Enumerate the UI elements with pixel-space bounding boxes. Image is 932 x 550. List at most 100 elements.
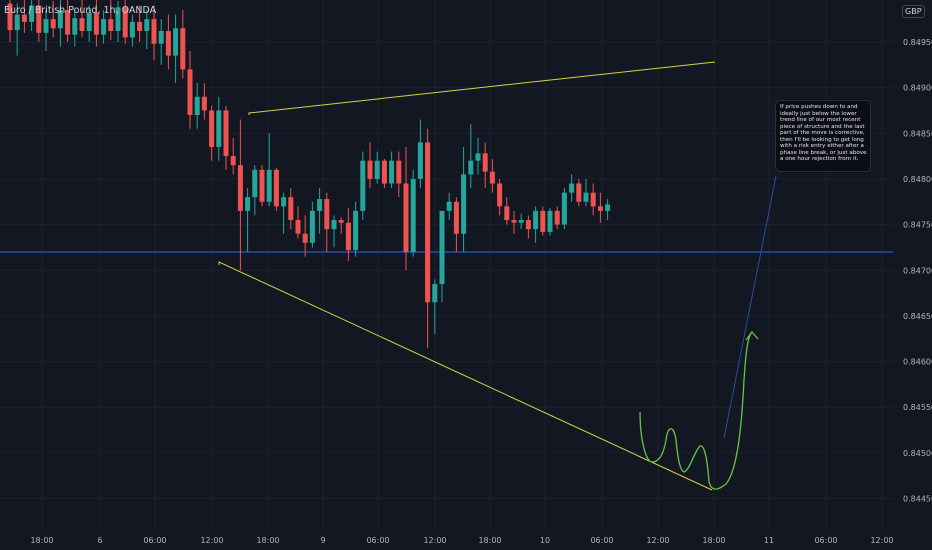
candle [302,215,308,257]
candle [605,199,611,221]
candle-body [561,192,567,225]
candle [129,14,135,47]
candle [432,279,438,335]
candle-body [29,5,35,22]
candles [7,0,611,348]
candle-body [137,21,143,32]
candle [36,0,42,42]
candle-body [57,10,63,29]
arrow-head-icon [745,330,759,341]
candle [14,3,20,56]
candle [21,0,27,33]
candle-body [583,192,589,202]
candle-body [410,178,416,252]
candle-body [475,153,481,161]
candle [50,0,56,38]
callout-note[interactable]: If price pushes down to and ideally just… [775,100,871,172]
candle-body [504,206,510,221]
x-tick-label: 18:00 [256,536,279,545]
candle [324,192,330,252]
drawings[interactable] [218,61,777,491]
candle-body [14,14,20,31]
x-tick-label: 12:00 [646,536,669,545]
candle [403,146,409,271]
symbol-title[interactable]: Euro / British Pound, 1h, OANDA [4,5,157,16]
candle-body [482,153,488,172]
candle-body [425,142,431,303]
candle [453,197,459,252]
candle-body [245,197,251,211]
candle [230,137,236,175]
candle-body [72,18,78,35]
candle-body [432,283,438,303]
candle [547,208,553,236]
projected-path-arrow [639,331,753,490]
candle-body [590,192,596,207]
candle-body [403,183,409,252]
currency-badge[interactable]: GBP [902,5,925,18]
x-tick-label: 18:00 [478,536,501,545]
candle [158,19,164,65]
candle [518,213,524,230]
candle-body [101,19,107,35]
candle-body [108,19,114,32]
candle [237,119,243,271]
candle-body [216,110,222,147]
candle [288,188,294,230]
candle [245,188,251,252]
candle-body [324,199,330,230]
x-tick-label: 06:00 [814,536,837,545]
candle [29,0,35,32]
candle [525,215,531,239]
candle [93,0,99,47]
candle-body [569,183,575,193]
candle-body [446,201,452,211]
candle-body [223,110,229,157]
candle [468,124,474,189]
candle [497,178,503,216]
candle-body [259,169,265,202]
candle [504,197,510,225]
candle [144,10,150,50]
candle-body [194,96,200,116]
candle [317,188,323,234]
candle-body [309,210,315,243]
candle-body [317,199,323,211]
candle [223,105,229,170]
candle [309,201,315,248]
x-tick-label: 6 [97,536,102,545]
candle-body [79,18,85,32]
candle [569,174,575,202]
candle [533,206,539,243]
x-tick-label: 18:00 [702,536,725,545]
candle-body [533,210,539,230]
candle-body [21,14,27,22]
candle [101,10,107,44]
candle-body [7,3,13,31]
candle [180,10,186,79]
candle-body [93,12,99,35]
candle-body [144,19,150,32]
candle [511,210,517,234]
candle-body [302,233,308,243]
candle-body [295,220,301,234]
x-tick-label: 11 [764,536,774,545]
upper-trend-line [248,61,716,115]
candle-body [165,31,171,56]
candle-body [353,210,359,251]
candle-body [518,220,524,223]
x-tick-label: 9 [320,536,325,545]
candle-body [381,160,387,184]
candle-body [252,169,258,198]
candle [446,192,452,221]
candle-body [65,10,71,35]
grid [0,0,893,528]
